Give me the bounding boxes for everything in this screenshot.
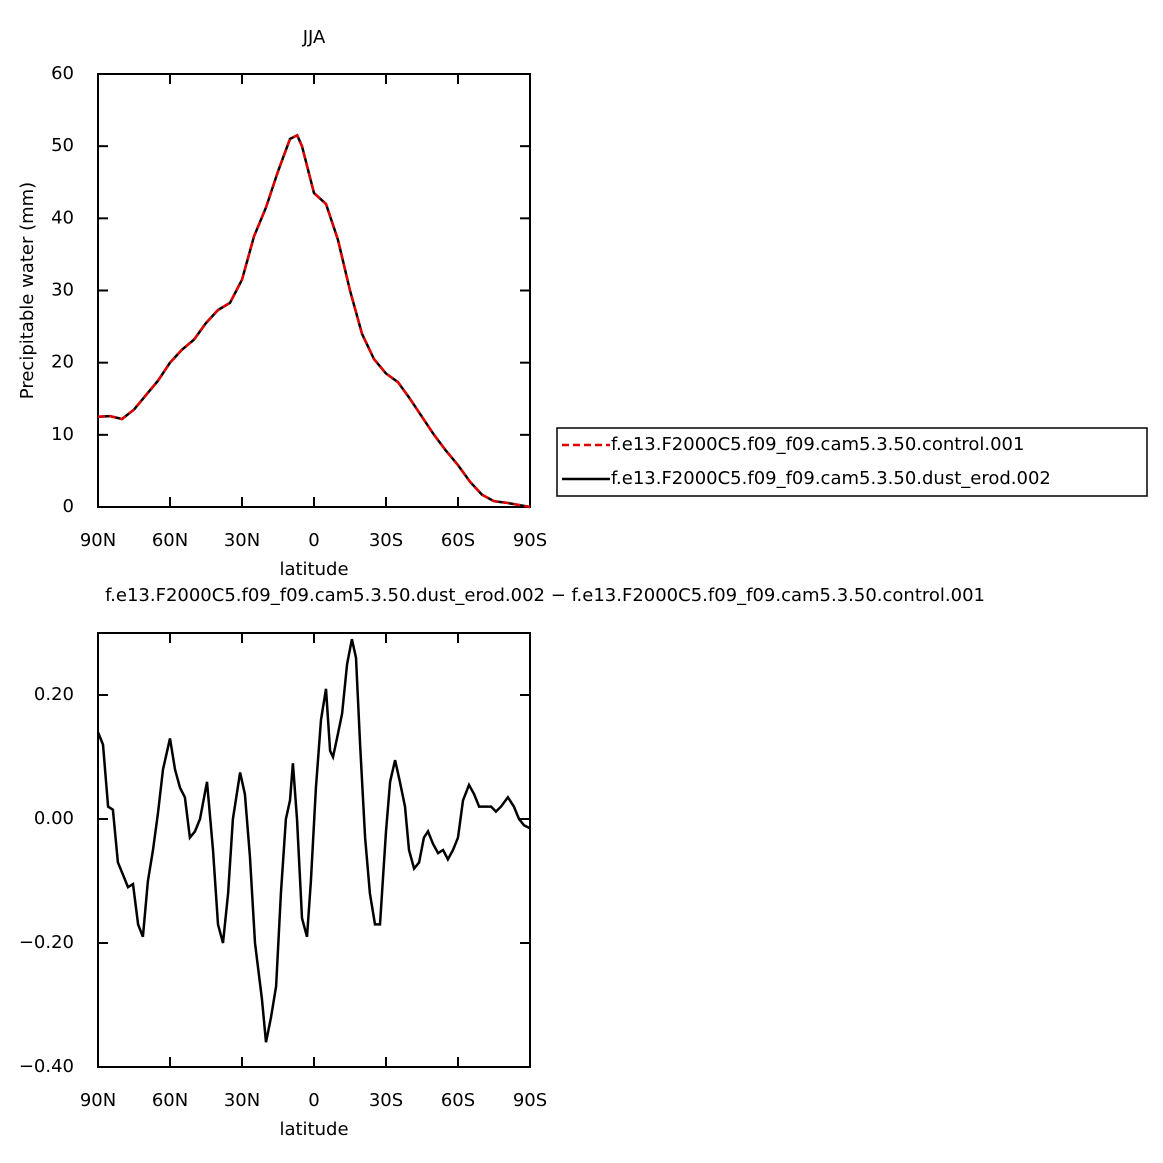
legend-box xyxy=(556,427,1148,497)
x-tick-label: 0 xyxy=(308,530,319,551)
y-tick-label: −0.20 xyxy=(19,932,74,953)
plot-frame xyxy=(97,632,531,1068)
x-axis-label: latitude xyxy=(279,1119,348,1140)
y-tick-label: 0.00 xyxy=(34,808,74,829)
data-line xyxy=(97,133,531,509)
x-tick-label: 0 xyxy=(308,1090,319,1111)
x-tick-label: 60S xyxy=(441,1090,475,1111)
x-tick-label: 30N xyxy=(224,530,260,551)
x-tick-label: 90S xyxy=(513,1090,547,1111)
x-tick-label: 90S xyxy=(513,530,547,551)
y-axis-label: Precipitable water (mm) xyxy=(17,182,38,399)
x-tick-label: 90N xyxy=(80,1090,116,1111)
y-tick-label: 10 xyxy=(51,424,74,445)
chart-title: JJA xyxy=(302,27,326,48)
x-tick-label: 60N xyxy=(152,530,188,551)
y-tick-label: 20 xyxy=(51,352,74,373)
y-tick-label: 0.20 xyxy=(34,684,74,705)
y-tick-label: 60 xyxy=(51,63,74,84)
y-tick-label: −0.40 xyxy=(19,1056,74,1077)
data-line xyxy=(96,638,531,1043)
x-tick-label: 60S xyxy=(441,530,475,551)
x-tick-label: 30S xyxy=(369,530,403,551)
chart-title: f.e13.F2000C5.f09_f09.cam5.3.50.dust_ero… xyxy=(105,585,985,606)
x-tick-label: 90N xyxy=(80,530,116,551)
legend-label: f.e13.F2000C5.f09_f09.cam5.3.50.control.… xyxy=(611,434,1024,455)
x-axis-label: latitude xyxy=(279,559,348,580)
legend-label: f.e13.F2000C5.f09_f09.cam5.3.50.dust_ero… xyxy=(611,468,1051,489)
plot-frame xyxy=(97,73,531,508)
x-tick-label: 30S xyxy=(369,1090,403,1111)
y-tick-label: 50 xyxy=(51,135,74,156)
y-tick-label: 30 xyxy=(51,280,74,301)
y-tick-label: 0 xyxy=(63,496,74,517)
y-tick-label: 40 xyxy=(51,207,74,228)
x-tick-label: 60N xyxy=(152,1090,188,1111)
x-tick-label: 30N xyxy=(224,1090,260,1111)
data-line xyxy=(97,133,531,509)
